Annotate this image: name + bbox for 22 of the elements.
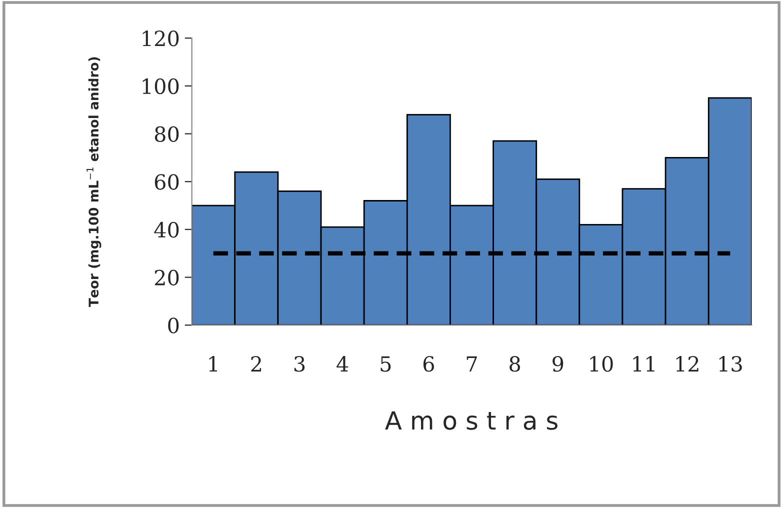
x-tick-label: 10 (590, 356, 613, 372)
y-tick-label: 40 (154, 222, 179, 238)
y-tick-label: 120 (142, 30, 179, 46)
y-tick-label: 80 (154, 126, 179, 142)
x-tick-label: 2 (251, 356, 262, 372)
x-tick-label: 13 (719, 356, 742, 372)
x-tick-label: 6 (423, 356, 434, 372)
x-tick-label: 1 (209, 356, 218, 372)
y-tick-label: 60 (154, 174, 179, 190)
x-tick-label: 4 (336, 356, 348, 372)
x-tick-label: 7 (466, 356, 477, 372)
x-axis-title: A m o s t r a s (385, 411, 558, 430)
y-tick-label: 0 (168, 318, 179, 334)
x-tick-label: 11 (633, 356, 654, 372)
y-tick-label: 20 (154, 270, 179, 286)
x-tick-label: 9 (552, 356, 564, 372)
x-tick-label: 5 (380, 356, 391, 372)
x-tick-label: 8 (510, 356, 520, 372)
y-tick-label: 100 (142, 78, 179, 94)
x-tick-label: 12 (676, 356, 698, 372)
x-tick-label: 3 (294, 356, 305, 372)
y-axis-title: Teor (mg.100 mL$^{−1}$ etanol anidro) (86, 57, 102, 308)
